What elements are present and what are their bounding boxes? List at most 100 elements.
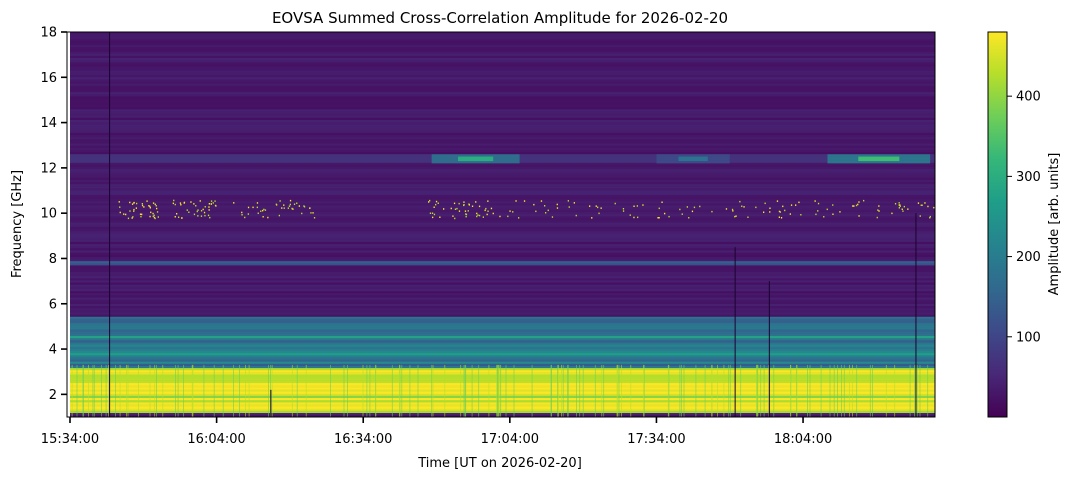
noise-line [756,364,758,417]
rfi-dot [204,214,206,217]
frequency-band [67,117,935,120]
y-tick-label: 10 [40,207,57,222]
rfi-dot [152,202,155,204]
frequency-band [67,66,935,69]
y-tick-label: 8 [49,252,57,267]
rfi-dot [257,212,259,214]
rfi-dot [313,217,316,219]
noise-line [919,364,921,417]
rfi-dot [780,217,783,219]
rfi-dot [136,202,138,205]
rfi-dot [202,208,204,211]
rfi-dot [153,214,155,217]
noise-line [695,364,697,417]
frequency-band [67,203,935,206]
rfi-dot [657,217,659,219]
rfi-dot [188,211,190,213]
rfi-dot [518,217,520,219]
rfi-dot [547,209,549,212]
frequency-band [67,218,935,221]
y-tick-label: 18 [40,26,57,41]
frequency-band [67,239,935,242]
noise-line [499,364,501,417]
frequency-band [67,106,935,110]
rfi-dot [743,206,745,208]
rfi-dot [776,200,779,202]
frequency-band [67,143,935,146]
rfi-dot [244,216,246,219]
frequency-band [67,215,935,219]
rfi-dot [207,214,210,217]
rfi-dot [174,216,176,218]
frequency-band [67,89,935,93]
frequency-band [67,36,935,39]
rfi-dot [118,201,120,203]
rfi-dot [149,207,151,209]
rfi-dot [800,214,802,216]
frequency-band [67,194,935,197]
noise-line [505,364,507,417]
rfi-dot [119,206,121,208]
noise-line [500,364,502,417]
rfi-dot [919,215,921,217]
noise-line [399,364,400,417]
rfi-dot [210,200,213,202]
noise-line [561,364,562,417]
frequency-band [67,352,935,356]
rfi-dot [917,202,920,204]
rfi-dot [658,217,660,219]
noise-line [222,364,224,417]
rfi-dot [533,203,535,206]
frequency-band [67,273,935,277]
rfi-dot [471,205,474,207]
noise-line [885,364,887,417]
rfi-dot [141,213,143,216]
rfi-dot [433,213,436,216]
noise-line [601,364,603,417]
rfi-dot [622,210,625,212]
frequency-band [67,280,935,283]
dropout-line [270,389,272,417]
y-tick-label: 12 [40,161,57,176]
noise-line [551,364,552,417]
noise-line [617,364,619,417]
frequency-band [67,335,935,339]
noise-line [621,364,622,417]
noise-line [711,364,713,417]
rfi-dot [181,217,183,219]
rfi-dot [264,209,267,211]
frequency-band [67,344,935,347]
frequency-band [67,350,935,354]
frequency-band [67,121,935,125]
rfi-dot [688,217,690,219]
frequency-band [67,233,935,236]
rfi-dot [589,205,591,207]
rfi-dot [863,199,865,202]
rfi-dot [256,206,258,209]
noise-line [239,364,240,417]
rfi-dot [832,204,834,206]
noise-line [138,364,139,417]
dropout-line [734,247,736,417]
rfi-dot [179,202,182,204]
noise-line [191,364,193,417]
rfi-dot [664,212,666,215]
noise-line [291,364,293,417]
noise-line [833,364,835,417]
rfi-dot [209,216,211,219]
rfi-dot [456,207,458,210]
rfi-dot [281,207,283,209]
frequency-band [67,149,935,153]
frequency-band [67,74,935,78]
frequency-band [67,312,935,315]
frequency-band [67,322,935,326]
colorbar-tick-label: 100 [1016,330,1041,345]
frequency-band [67,342,935,345]
frequency-band [67,354,935,358]
y-tick-label: 4 [49,343,57,358]
rfi-dot [878,210,880,212]
rfi-dot [490,207,493,210]
frequency-band [67,263,935,266]
rfi-dot [139,213,142,215]
rfi-dot [464,210,467,212]
